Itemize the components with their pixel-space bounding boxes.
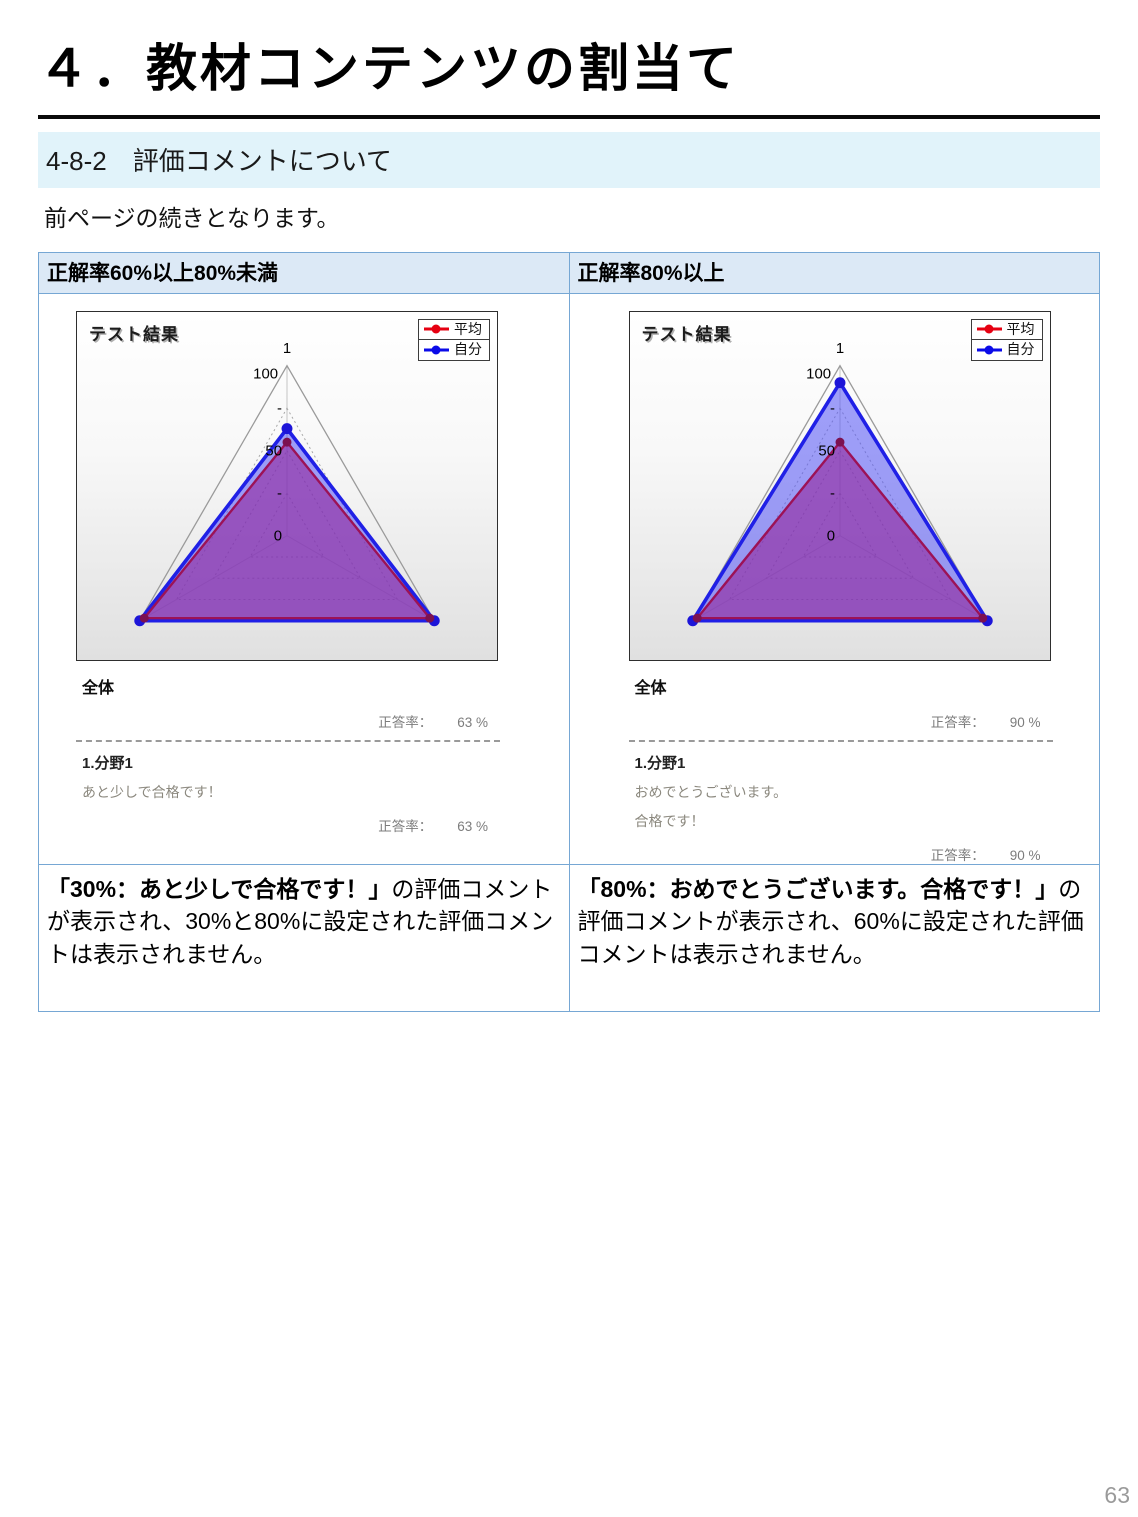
- chart-title: テスト結果: [89, 324, 179, 344]
- category-label: 1.分野1: [634, 754, 686, 772]
- svg-text:1: 1: [835, 340, 843, 356]
- chart-title: テスト結果: [641, 324, 732, 344]
- table-note-row: 「30%：あと少しで合格です！」の評価コメントが表示され、30%と80%に設定さ…: [38, 863, 1100, 1012]
- svg-text:-: -: [277, 401, 282, 417]
- chart-cell-left: 100 - 50 - 0 1 テスト結果 平均自分 全体 正答率： 63 % 1.分野1: [38, 292, 570, 865]
- svg-text:1: 1: [283, 340, 291, 356]
- chart-legend: 平均 自分: [970, 318, 1043, 361]
- note-bold-text: 「80%：おめでとうございます。合格です！」: [577, 875, 1059, 902]
- legend-marker-icon: [424, 345, 449, 355]
- legend-marker-icon: [976, 324, 1002, 334]
- legend-label: 平均: [1006, 320, 1035, 337]
- legend-item: 平均: [418, 318, 490, 341]
- intro-text: 前ページの続きとなります。: [44, 204, 340, 231]
- column-header-60-80: 正解率60%以上80%未満: [38, 251, 570, 294]
- legend-label: 平均: [454, 320, 482, 337]
- legend-item: 自分: [970, 339, 1043, 361]
- column-header-80-plus: 正解率80%以上: [568, 251, 1100, 294]
- detail-rate-row: 正答率： 90 %: [629, 844, 1053, 864]
- note-cell-left: 「30%：あと少しで合格です！」の評価コメントが表示され、30%と80%に設定さ…: [38, 863, 570, 1012]
- legend-label: 自分: [454, 341, 482, 358]
- rate-label: 正答率：: [378, 818, 433, 834]
- svg-text:50: 50: [818, 443, 835, 459]
- svg-text:50: 50: [265, 443, 282, 459]
- note-text: の評価コメントが表示され、30%と80%に設定された評価コメントは表示されません…: [47, 875, 554, 967]
- evaluation-comment: あと少しで合格です！: [82, 783, 222, 800]
- note-bold-text: 「30%：あと少しで合格です！」: [47, 875, 392, 902]
- svg-text:0: 0: [826, 528, 834, 544]
- evaluation-comment: 合格です！: [634, 812, 705, 829]
- dashed-separator: [76, 739, 500, 742]
- svg-text:100: 100: [253, 366, 278, 382]
- legend-item: 自分: [418, 339, 490, 361]
- rate-value: 63 %: [457, 818, 488, 834]
- page-number: 63: [1104, 1482, 1130, 1508]
- detail-rate-row: 正答率： 63 %: [76, 815, 500, 835]
- rate-value: 90 %: [1009, 847, 1041, 863]
- table-header-row: 正解率60%以上80%未満 正解率80%以上: [38, 251, 1100, 294]
- note-cell-right: 「80%：おめでとうございます。合格です！」の評価コメントが表示され、60%に設…: [568, 863, 1100, 1012]
- rate-value: 63 %: [457, 714, 488, 730]
- page-content: ４．教材コンテンツの割当て 4-8-2 評価コメントについて 前ページの続きとな…: [38, 0, 1100, 1012]
- table-chart-row: 100 - 50 - 0 1 テスト結果 平均自分 全体 正答率： 63 % 1.分野1: [38, 292, 1100, 865]
- svg-text:100: 100: [806, 366, 831, 382]
- legend-marker-icon: [424, 324, 449, 334]
- chart-cell-right: 100 - 50 - 0 1 テスト結果 平均自分 全体 正答率： 90 % 1.分野1: [568, 292, 1100, 865]
- rate-label: 正答率：: [930, 847, 985, 863]
- radar-chart: 100 - 50 - 0 1: [134, 340, 440, 626]
- overall-label: 全体: [634, 679, 667, 697]
- result-details: 全体 正答率： 90 % 1.分野1 おめでとうございます。 合格です！ 正答率…: [628, 674, 1053, 864]
- svg-text:-: -: [830, 486, 835, 502]
- radar-chart-panel: 100 - 50 - 0 1 テスト結果 平均自分: [628, 310, 1051, 661]
- title-rule: [38, 114, 1100, 119]
- category-label: 1.分野1: [82, 754, 133, 772]
- rate-value: 90 %: [1009, 714, 1041, 730]
- section-heading: 4-8-2 評価コメントについて: [38, 131, 1100, 188]
- legend-label: 自分: [1006, 341, 1035, 358]
- comparison-table: 正解率60%以上80%未満 正解率80%以上 100 - 50 - 0 1 テスト結果 平…: [38, 251, 1100, 1012]
- radar-chart: 100 - 50 - 0 1: [686, 340, 993, 626]
- radar-chart-panel: 100 - 50 - 0 1 テスト結果 平均自分: [76, 310, 498, 661]
- dashed-separator: [628, 739, 1053, 742]
- svg-text:-: -: [830, 401, 835, 417]
- page-title: ４．教材コンテンツの割当て: [38, 40, 741, 97]
- overall-rate-row: 正答率： 90 %: [629, 711, 1053, 731]
- evaluation-comment: おめでとうございます。: [634, 783, 788, 800]
- overall-rate-row: 正答率： 63 %: [76, 711, 500, 731]
- svg-text:-: -: [277, 486, 282, 502]
- rate-label: 正答率：: [930, 714, 985, 730]
- legend-item: 平均: [970, 318, 1043, 341]
- svg-text:0: 0: [274, 528, 282, 544]
- result-screenshot-left: 100 - 50 - 0 1 テスト結果 平均自分 全体 正答率： 63 % 1.分野1: [76, 310, 500, 835]
- result-details: 全体 正答率： 63 % 1.分野1 あと少しで合格です！ 正答率： 63 %: [76, 674, 500, 835]
- rate-label: 正答率：: [378, 714, 433, 730]
- overall-label: 全体: [82, 679, 115, 697]
- result-screenshot-right: 100 - 50 - 0 1 テスト結果 平均自分 全体 正答率： 90 % 1.分野1: [628, 310, 1053, 864]
- chart-legend: 平均 自分: [418, 318, 490, 361]
- note-text: の評価コメントが表示され、60%に設定された評価コメントは表示されません。: [577, 875, 1084, 967]
- legend-marker-icon: [976, 345, 1002, 355]
